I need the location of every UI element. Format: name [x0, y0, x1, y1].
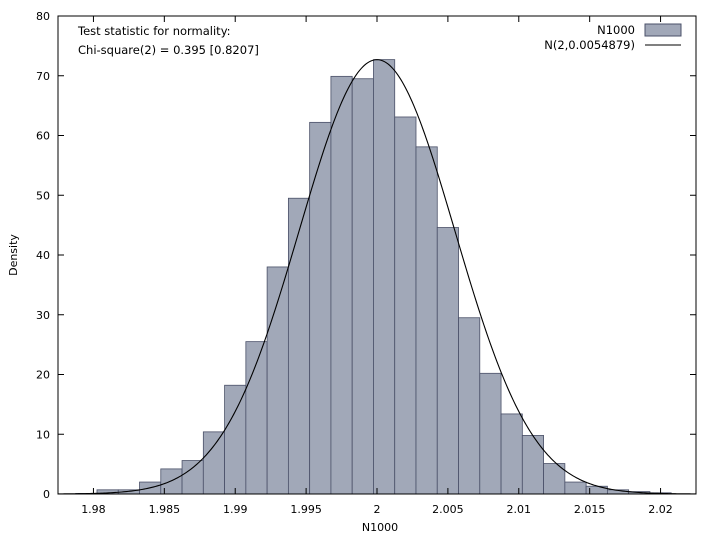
- histogram-bar: [415, 146, 438, 495]
- y-axis: 0 10 20 30 40 50 60 70 80: [36, 10, 696, 501]
- legend-label-histogram: N1000: [597, 23, 635, 37]
- histogram-bar: [458, 317, 481, 495]
- histogram-bar: [521, 435, 544, 495]
- histogram-bar: [373, 59, 396, 495]
- legend-label-density-curve: N(2,0.0054879): [544, 38, 635, 52]
- histogram-bar: [500, 413, 523, 495]
- histogram-bar: [202, 431, 225, 495]
- histogram-bar: [394, 116, 417, 495]
- y-tick-label: 60: [36, 130, 50, 143]
- x-axis: 1.98 1.985 1.99 1.995 2 2.005 2.01 2.015 2.02: [81, 16, 673, 516]
- x-tick-label: 1.99: [223, 503, 248, 516]
- y-tick-label: 20: [36, 369, 50, 382]
- y-tick-label: 40: [36, 249, 50, 262]
- x-tick-label: 2: [374, 503, 381, 516]
- histogram-bar: [479, 372, 502, 495]
- y-tick-label: 10: [36, 428, 50, 441]
- histogram-bar: [564, 481, 587, 495]
- x-tick-label: 2.01: [507, 503, 532, 516]
- histogram-bar: [436, 227, 459, 495]
- normality-test-title: Test statistic for normality:: [77, 24, 231, 38]
- normal-density-curve: [57, 59, 697, 495]
- x-tick-label: 1.985: [149, 503, 181, 516]
- y-tick-label: 0: [43, 488, 50, 501]
- y-tick-label: 30: [36, 309, 50, 322]
- y-tick-label: 70: [36, 70, 50, 83]
- legend: N1000 N(2,0.0054879): [544, 23, 682, 52]
- histogram-bar: [224, 384, 247, 495]
- x-tick-label: 2.005: [432, 503, 464, 516]
- normality-test-statistic: Chi-square(2) = 0.395 [0.8207]: [78, 43, 259, 57]
- y-axis-label: Density: [7, 234, 20, 276]
- histogram-bar: [330, 75, 353, 495]
- y-tick-label: 80: [36, 10, 50, 23]
- histogram-bars: [75, 59, 672, 495]
- histogram-bar: [287, 197, 311, 495]
- x-tick-label: 1.995: [290, 503, 322, 516]
- histogram-bar: [181, 460, 204, 495]
- x-tick-label: 2.015: [574, 503, 606, 516]
- x-tick-label: 1.98: [81, 503, 106, 516]
- legend-swatch-histogram: [644, 23, 682, 37]
- y-tick-label: 50: [36, 189, 50, 202]
- histogram-bar: [309, 121, 332, 495]
- x-tick-label: 2.02: [648, 503, 673, 516]
- x-axis-label: N1000: [362, 521, 398, 534]
- histogram-bar: [351, 78, 374, 495]
